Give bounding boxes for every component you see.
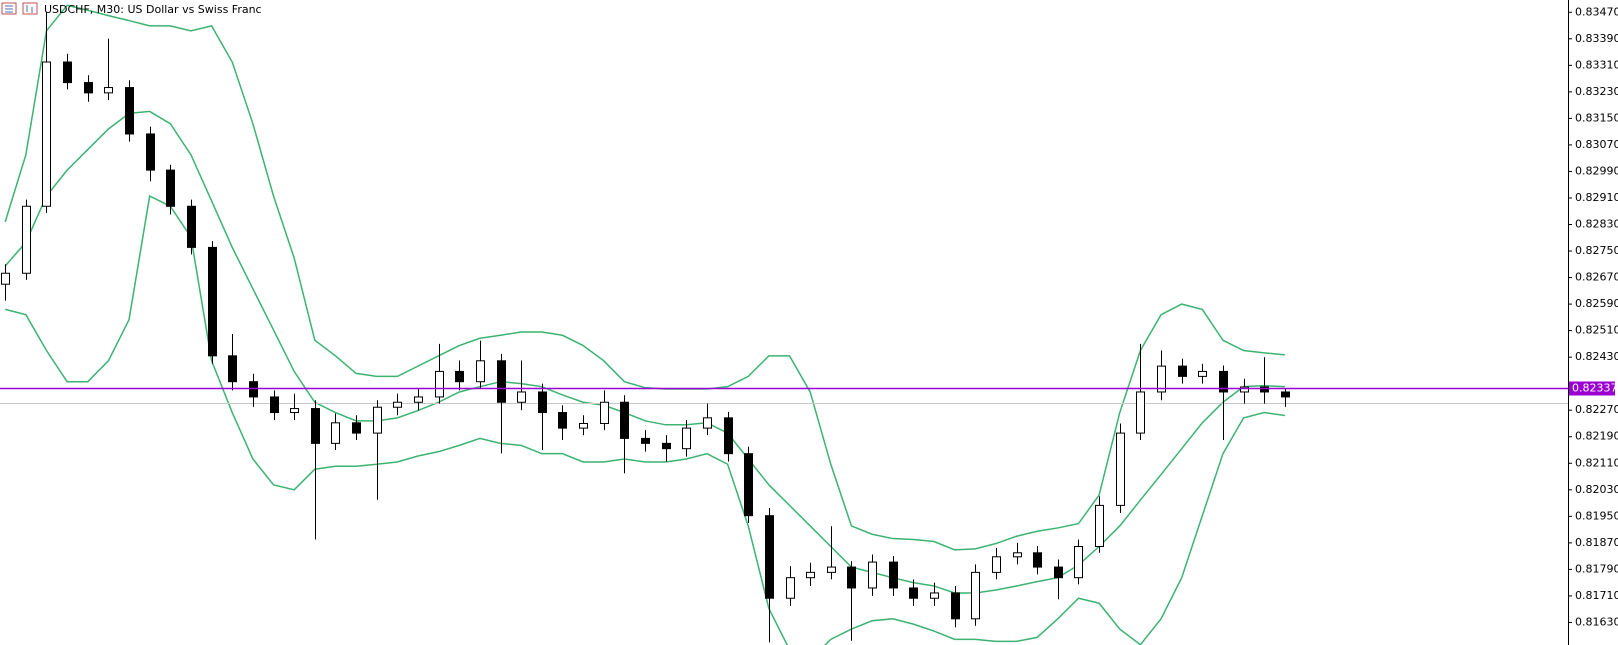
candle-body <box>765 515 774 599</box>
y-tick-label: 0.83150 <box>1575 111 1618 124</box>
candle-body <box>744 453 753 517</box>
middle-band <box>4 110 1285 594</box>
candle-body <box>579 422 588 429</box>
y-tick-label: 0.82110 <box>1575 456 1618 469</box>
y-tick-label: 0.82190 <box>1575 430 1618 443</box>
candle-body <box>1281 391 1290 398</box>
upper-band <box>4 4 1285 551</box>
candle-body <box>889 561 898 589</box>
candle-body <box>806 571 815 579</box>
candle-body <box>971 571 980 620</box>
candle-body <box>538 391 547 414</box>
candle-body <box>84 82 93 94</box>
candle-body <box>393 401 402 408</box>
candle-body <box>414 396 423 403</box>
plot-area <box>0 4 1568 645</box>
candle-body <box>1178 365 1187 377</box>
icon-chart[interactable] <box>22 2 38 15</box>
price-label: 0.82337 <box>1572 382 1618 395</box>
y-tick-label: 0.83230 <box>1575 85 1618 98</box>
candle-body <box>208 246 217 357</box>
candle-body <box>724 417 733 455</box>
y-tick-label: 0.81710 <box>1575 589 1618 602</box>
candle-body <box>909 587 918 599</box>
chart-title: USDCHF, M30: US Dollar vs Swiss Franc <box>44 3 262 16</box>
y-tick-label: 0.83470 <box>1575 5 1618 18</box>
y-tick-label: 0.82590 <box>1575 297 1618 310</box>
candle-body <box>352 422 361 434</box>
y-tick-label: 0.82910 <box>1575 191 1618 204</box>
candle-body <box>1116 432 1125 506</box>
candle-body <box>662 442 671 450</box>
y-tick-label: 0.82750 <box>1575 244 1618 257</box>
candle-body <box>104 87 113 94</box>
candle-body <box>228 355 237 383</box>
candle-body <box>620 401 629 439</box>
candle-body <box>22 205 31 274</box>
y-tick-label: 0.82670 <box>1575 271 1618 284</box>
candle-body <box>373 406 382 434</box>
y-tick-label: 0.82830 <box>1575 218 1618 231</box>
candle-body <box>42 61 51 207</box>
y-tick-label: 0.83310 <box>1575 58 1618 71</box>
candle-body <box>786 577 795 599</box>
candle-body <box>249 381 258 398</box>
candle-body <box>290 408 299 414</box>
candle-body <box>1095 504 1104 548</box>
candle-body <box>1136 391 1145 434</box>
lower-band <box>5 194 1285 645</box>
candle-body <box>558 412 567 429</box>
candle-body <box>1240 386 1249 393</box>
y-tick-label: 0.83070 <box>1575 138 1618 151</box>
candle-body <box>166 169 175 207</box>
candle-body <box>951 592 960 620</box>
candle-body <box>930 592 939 599</box>
candle-body <box>455 370 464 383</box>
candle-body <box>146 133 155 171</box>
y-tick-label: 0.82510 <box>1575 324 1618 337</box>
candle-body <box>1013 552 1022 558</box>
candle-body <box>331 422 340 444</box>
candle-body <box>1198 370 1207 377</box>
y-tick-label: 0.82990 <box>1575 164 1618 177</box>
y-tick-label: 0.81870 <box>1575 536 1618 549</box>
symbol-icons[interactable] <box>1 2 38 15</box>
candle-body <box>476 360 485 383</box>
candle-body <box>682 427 691 450</box>
candle-body <box>311 408 320 444</box>
candle-body <box>435 370 444 398</box>
candle-body <box>517 391 526 403</box>
candle-body <box>1074 546 1083 579</box>
candle-body <box>125 87 134 135</box>
y-tick-label: 0.81790 <box>1575 562 1618 575</box>
candle-body <box>641 437 650 444</box>
y-tick-label: 0.81950 <box>1575 509 1618 522</box>
candle-body <box>497 360 506 403</box>
candle-body <box>868 561 877 589</box>
candle-body <box>703 417 712 429</box>
candle-body <box>1 272 10 285</box>
candle-body <box>63 61 72 84</box>
price-axis: 0.83470 0.83390 0.83310 0.83230 0.83150 0.830… <box>1568 5 1618 628</box>
candle-body <box>1157 365 1166 393</box>
candle-body <box>1260 386 1269 393</box>
y-tick-label: 0.82030 <box>1575 483 1618 496</box>
candle-body <box>1054 566 1063 579</box>
price-label-box <box>1569 381 1615 396</box>
candle-body <box>1033 552 1042 568</box>
y-tick-label: 0.81630 <box>1575 615 1618 628</box>
y-tick-label: 0.83390 <box>1575 32 1618 45</box>
candle-body <box>992 556 1001 573</box>
candle-body <box>270 396 279 414</box>
candle-body <box>187 205 196 248</box>
candle-body <box>827 566 836 573</box>
y-tick-label: 0.82270 <box>1575 403 1618 416</box>
y-tick-label: 0.82430 <box>1575 350 1618 363</box>
candle-body <box>847 566 856 589</box>
candle-body <box>600 401 609 424</box>
candle-body <box>1219 370 1228 393</box>
